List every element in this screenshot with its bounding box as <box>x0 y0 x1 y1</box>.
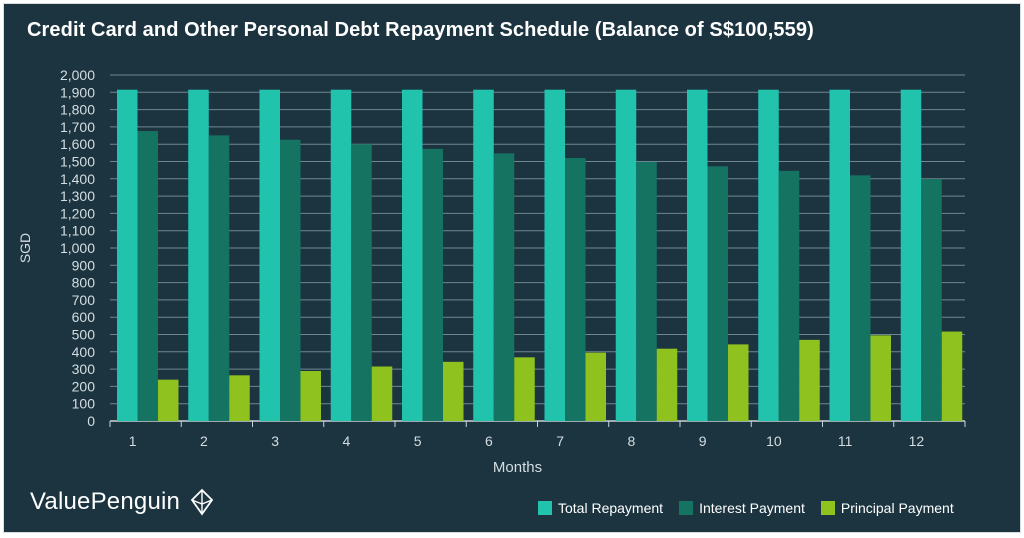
x-tick-label: 5 <box>414 433 422 449</box>
y-tick-label: 1,100 <box>60 223 95 239</box>
x-tick-label: 9 <box>699 433 707 449</box>
x-tick-label: 2 <box>200 433 208 449</box>
bar-total <box>900 89 922 421</box>
bar-principal <box>870 335 891 421</box>
bar-principal <box>941 331 963 421</box>
legend-swatch-interest <box>679 501 694 515</box>
legend-swatch-principal <box>820 501 835 515</box>
x-tick-label: 1 <box>129 433 137 449</box>
bar-principal <box>229 375 250 421</box>
bar-total <box>259 89 280 421</box>
legend-label-interest: Interest Payment <box>699 500 805 516</box>
y-tick-label: 400 <box>72 344 96 360</box>
y-tick-label: 1,800 <box>60 102 95 118</box>
x-tick-label: 7 <box>556 433 564 449</box>
bar-interest <box>707 166 728 421</box>
x-tick-label: 12 <box>909 433 925 449</box>
legend-swatch-total <box>538 501 552 515</box>
bar-interest <box>850 175 871 421</box>
x-tick-label: 10 <box>766 433 782 449</box>
y-tick-label: 1,700 <box>60 119 95 135</box>
bar-interest <box>422 148 443 421</box>
bar-total <box>615 89 637 421</box>
y-tick-label: 600 <box>72 309 96 325</box>
y-tick-label: 500 <box>72 327 96 343</box>
x-tick-label: 4 <box>342 433 350 449</box>
y-tick-label: 1,200 <box>60 205 95 221</box>
y-tick-label: 200 <box>72 378 96 394</box>
y-tick-label: 1,000 <box>60 240 95 256</box>
bar-interest <box>778 170 800 421</box>
bar-total <box>687 89 708 421</box>
y-tick-label: 1,300 <box>60 188 95 204</box>
bar-interest <box>137 131 158 421</box>
bar-principal <box>585 352 606 421</box>
x-tick-label: 6 <box>485 433 493 449</box>
x-axis-title: Months <box>493 459 542 476</box>
y-tick-label: 2,000 <box>60 67 95 83</box>
x-tick-label: 8 <box>627 433 635 449</box>
y-tick-label: 700 <box>72 292 96 308</box>
y-tick-label: 1,600 <box>60 136 95 152</box>
bar-total <box>330 89 352 421</box>
bar-total <box>473 89 494 421</box>
bar-total <box>758 89 779 421</box>
y-tick-label: 800 <box>72 275 96 291</box>
legend-item-principal: Principal Payment <box>820 500 954 516</box>
bar-interest <box>208 135 230 421</box>
bar-interest <box>565 158 586 422</box>
bar-principal <box>443 361 464 421</box>
bar-principal <box>158 379 179 421</box>
bar-principal <box>514 357 535 421</box>
bar-total <box>117 89 138 421</box>
valuepenguin-logo-icon <box>190 488 214 516</box>
y-tick-label: 300 <box>72 361 96 377</box>
legend-label-principal: Principal Payment <box>840 500 954 516</box>
chart-legend: Total Repayment Interest Payment Princip… <box>538 500 954 516</box>
bar-principal <box>371 366 393 421</box>
y-tick-label: 100 <box>72 396 96 412</box>
bar-principal <box>799 339 820 421</box>
bar-interest <box>280 139 301 421</box>
y-tick-label: 1,900 <box>60 84 95 100</box>
bar-interest <box>921 179 942 421</box>
y-tick-label: 1,400 <box>60 171 95 187</box>
bar-interest <box>636 162 657 422</box>
legend-item-interest: Interest Payment <box>679 500 805 516</box>
x-tick-label: 3 <box>271 433 279 449</box>
bar-principal <box>656 348 678 421</box>
chart-title: Credit Card and Other Personal Debt Repa… <box>27 19 814 41</box>
x-tick-label: 11 <box>838 433 853 449</box>
bar-total <box>188 89 209 421</box>
bar-principal <box>728 344 749 421</box>
bar-principal <box>300 371 321 421</box>
bar-total <box>829 89 850 421</box>
bar-total <box>402 89 423 421</box>
bar-interest <box>493 153 515 421</box>
brand: ValuePenguin <box>30 488 216 516</box>
y-axis-title: SGD <box>17 233 33 263</box>
legend-label-total: Total Repayment <box>558 500 664 516</box>
y-tick-label: 900 <box>72 257 96 273</box>
y-tick-label: 1,500 <box>60 154 95 170</box>
y-tick-label: 0 <box>87 413 95 429</box>
brand-name: ValuePenguin <box>30 488 181 515</box>
bar-interest <box>351 144 372 421</box>
legend-item-total: Total Repayment <box>538 500 663 516</box>
bar-total <box>544 89 565 421</box>
